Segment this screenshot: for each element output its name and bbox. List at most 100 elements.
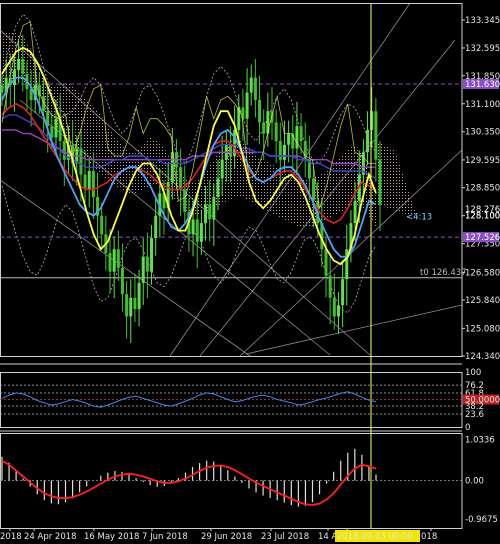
candle-body <box>253 77 257 101</box>
x-tick-label: 16 May 2018 <box>84 532 139 542</box>
envelope-line <box>1 21 376 209</box>
candle-body <box>37 85 41 97</box>
y-tick-label: 128.100 <box>465 212 500 222</box>
candle-body <box>353 200 357 224</box>
candle-body <box>307 159 311 179</box>
price-tag-label: 131.630 <box>465 80 500 90</box>
candle-body <box>312 178 316 201</box>
y-tick-label: 130.350 <box>465 128 500 138</box>
candle-body <box>62 141 66 160</box>
candle-body <box>361 152 365 175</box>
candle-body <box>21 58 25 74</box>
candle-body <box>336 305 340 317</box>
x-tick-label: 23 Jul 2018 <box>261 532 309 542</box>
candle-body <box>29 88 33 101</box>
envelope-lower-line <box>1 185 377 314</box>
candle-body <box>79 148 83 175</box>
candle-body <box>12 70 16 86</box>
panel-frames <box>0 3 463 529</box>
candle-body <box>233 129 237 156</box>
candle-body <box>245 92 249 119</box>
candle-body <box>374 111 378 160</box>
candle-body <box>291 133 295 149</box>
candle-body <box>195 219 199 242</box>
trend-line <box>199 39 456 357</box>
price-tag-box <box>463 232 499 243</box>
level-label: t0 126.437 <box>420 268 467 278</box>
candle-body <box>162 193 166 209</box>
ichimoku-cloud <box>2 32 376 227</box>
x-tick-label: 24 Apr 2018 <box>24 532 77 542</box>
candle-body <box>220 159 224 179</box>
bar-timer-label: <4:13 <box>406 213 432 223</box>
y-tick-label: 131.850 <box>465 72 500 82</box>
candle-body <box>370 111 374 130</box>
trend-line <box>19 99 331 356</box>
candle-body <box>66 144 70 160</box>
candle-body <box>170 152 174 183</box>
candle-body <box>50 126 54 138</box>
candle-body <box>137 282 141 309</box>
candle-body <box>287 133 291 145</box>
axis-labels: 133.345 132.595 131.850 131.100 130.350 129.5… <box>0 16 500 542</box>
candle-body <box>42 96 46 112</box>
x-cursor-label: 2018.09.03 00:00 <box>337 532 413 542</box>
candle-body <box>341 279 345 306</box>
y-tick-label: 131.100 <box>465 100 500 110</box>
x-tick-label: 7 Jun 2018 <box>142 532 188 542</box>
x-tick-label: 018 <box>421 532 437 542</box>
candle-body <box>241 107 245 119</box>
candle-body <box>112 249 116 272</box>
ema-fast-line <box>1 46 377 266</box>
candle-body <box>150 238 154 272</box>
y-tick-label: 125.080 <box>465 324 500 334</box>
candle-body <box>324 249 328 276</box>
candle-body <box>116 249 120 268</box>
y-tick-label: 127.350 <box>465 240 500 250</box>
candle-body <box>179 167 183 190</box>
candle-body <box>366 129 370 153</box>
candle-body <box>145 256 149 272</box>
macd-tick-label: -0.9675 <box>465 515 498 525</box>
candle-body <box>199 223 203 242</box>
candle-body <box>0 85 4 93</box>
candle-body <box>166 182 170 209</box>
ma-blue-line <box>1 114 377 180</box>
candle-body <box>216 178 220 198</box>
candle-body <box>266 111 270 134</box>
trend-line <box>245 304 463 355</box>
y-tick-label: 124.340 <box>465 352 500 362</box>
price-tag-box <box>463 78 499 89</box>
candle-body <box>316 200 320 224</box>
rsi-tick-label: 50.0000 <box>465 396 500 406</box>
x-tick-label: 29 Jun 2018 <box>201 532 252 542</box>
rsi-tick-label: 61.8 <box>465 389 484 399</box>
candle-body <box>278 141 282 160</box>
candle-body <box>46 111 50 127</box>
candle-body <box>274 122 278 142</box>
rsi-line <box>1 391 377 408</box>
candle-body <box>183 189 187 212</box>
price-tag-label: 128.100 <box>465 212 500 222</box>
ichimoku-cloud-projection <box>378 142 418 218</box>
macd-tick-label: 1.0336 <box>465 436 495 446</box>
rsi-tick-label: 76.2 <box>465 381 484 391</box>
candle-body <box>8 77 12 86</box>
candle-body <box>125 294 129 317</box>
candle-body <box>4 77 8 93</box>
macd-frame <box>0 433 463 529</box>
candle-body <box>120 267 124 295</box>
y-tick-label: 132.595 <box>465 44 500 54</box>
candle-body <box>258 100 262 123</box>
trend-line <box>0 179 251 357</box>
main-price-panel: <4:13 t0 126.437 <box>0 2 467 528</box>
y-tick-label: 129.595 <box>465 156 500 166</box>
candle-body <box>91 170 95 198</box>
ema-slow-line <box>1 76 377 258</box>
x-tick-label: 2018 <box>0 532 22 542</box>
rsi-frame <box>0 372 463 428</box>
candle-body <box>345 249 349 280</box>
candle-body <box>141 256 145 283</box>
candle-body <box>83 174 87 190</box>
